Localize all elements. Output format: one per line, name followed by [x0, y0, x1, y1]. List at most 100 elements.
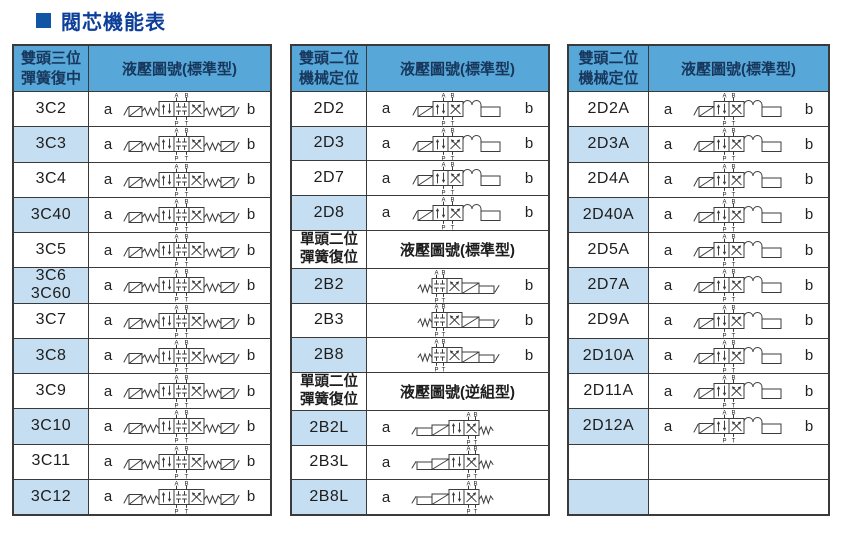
position-b-label: b	[246, 135, 256, 153]
valve-3c-symbol-icon: A B P T	[123, 94, 239, 127]
svg-text:P: P	[441, 225, 445, 230]
model-code: 2D11A	[583, 381, 634, 399]
svg-text:A: A	[722, 199, 726, 205]
svg-text:T: T	[450, 121, 454, 126]
svg-text:B: B	[450, 197, 454, 203]
svg-text:B: B	[441, 305, 445, 311]
svg-text:P: P	[722, 192, 726, 197]
svg-text:T: T	[731, 157, 735, 162]
position-a-label: a	[103, 347, 113, 365]
svg-text:A: A	[434, 339, 438, 345]
svg-text:P: P	[434, 333, 438, 338]
svg-text:B: B	[731, 199, 735, 205]
position-b-label: b	[246, 453, 256, 471]
page-title: 閥芯機能表	[36, 6, 166, 35]
svg-text:A: A	[441, 163, 445, 169]
svg-text:B: B	[731, 94, 735, 100]
model-code: 2B8	[314, 345, 344, 363]
svg-text:A: A	[722, 270, 726, 276]
model-cell: 3C7	[14, 303, 89, 338]
svg-text:P: P	[174, 122, 178, 127]
svg-text:A: A	[434, 270, 438, 276]
svg-text:P: P	[722, 333, 726, 338]
valve-2d-symbol-icon: A B P T	[693, 94, 781, 126]
svg-text:A: A	[722, 340, 726, 346]
svg-text:A: A	[174, 411, 178, 417]
model-code: 2D2A	[587, 99, 630, 117]
position-b-label: b	[246, 312, 256, 330]
valve-3c-symbol-icon: A B P T	[123, 129, 239, 162]
model-cell: 2D8	[292, 196, 367, 230]
svg-text:A: A	[466, 447, 470, 453]
svg-text:T: T	[473, 475, 477, 480]
svg-text:A: A	[722, 411, 726, 417]
model-cell: 3C9	[14, 374, 89, 409]
valve-3c-symbol-icon: A B P T	[123, 199, 239, 232]
position-b-label: b	[524, 100, 534, 118]
svg-text:B: B	[450, 93, 454, 99]
model-cell: 3C40	[14, 197, 89, 232]
svg-text:A: A	[174, 94, 178, 100]
position-a-label: a	[103, 241, 113, 259]
svg-text:B: B	[731, 129, 735, 135]
position-a-label: a	[663, 276, 673, 294]
header-title-cell: 雙頭二位 機械定位	[569, 46, 649, 91]
svg-text:A: A	[441, 128, 445, 134]
model-cell: 3C10	[14, 409, 89, 444]
svg-text:P: P	[466, 475, 470, 480]
svg-text:T: T	[184, 157, 188, 162]
svg-text:B: B	[450, 163, 454, 169]
valve-2bl-symbol-icon: A B P T	[411, 412, 493, 445]
header-caption: 液壓圖號(標準型)	[681, 61, 796, 78]
svg-text:T: T	[731, 192, 735, 197]
svg-text:B: B	[731, 376, 735, 382]
svg-text:P: P	[174, 263, 178, 268]
svg-text:B: B	[184, 376, 188, 382]
table-subheader-row: 單頭二位 彈簧復位 液壓圖號(逆組型)	[292, 371, 548, 410]
svg-text:P: P	[174, 368, 178, 373]
table-row	[569, 478, 828, 514]
model-cell: 3C4	[14, 162, 89, 197]
position-a-label: a	[103, 276, 113, 294]
svg-text:T: T	[731, 263, 735, 268]
svg-text:T: T	[184, 404, 188, 409]
position-b-label: b	[246, 417, 256, 435]
header-caption: 液壓圖號(標準型)	[122, 61, 237, 78]
valve-2bl-symbol-icon: A B P T	[411, 447, 493, 480]
position-b-label: b	[804, 276, 814, 294]
valve-3c-symbol-icon: A B P T	[123, 411, 239, 443]
svg-text:B: B	[441, 270, 445, 276]
model-code: 3C7	[35, 311, 67, 329]
svg-text:T: T	[184, 263, 188, 268]
model-code: 2D3	[313, 134, 345, 152]
model-code: 2D10A	[582, 346, 635, 364]
svg-text:T: T	[731, 368, 735, 373]
svg-text:T: T	[184, 509, 188, 514]
header-caption-cell: 液壓圖號(逆組型)	[367, 372, 548, 410]
